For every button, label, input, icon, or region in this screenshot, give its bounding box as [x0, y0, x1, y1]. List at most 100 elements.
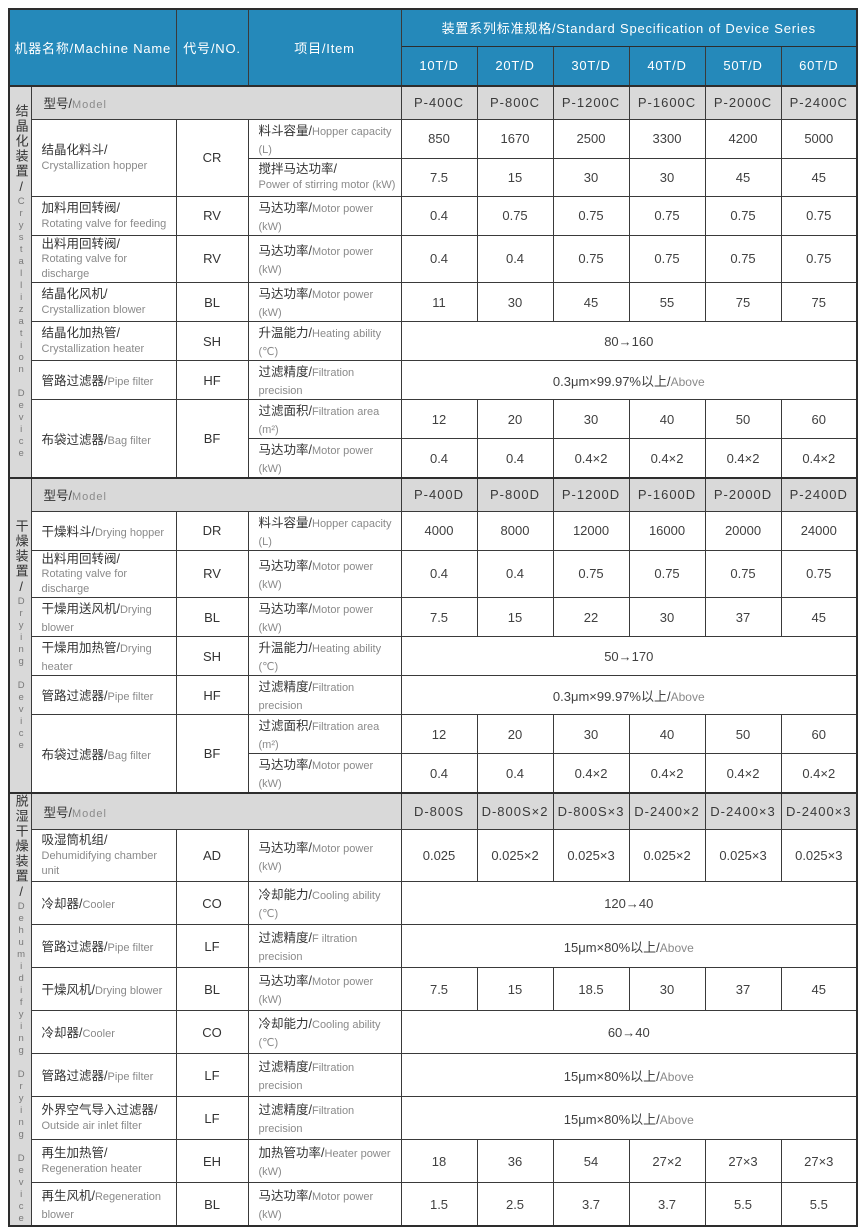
header-machine-name: 机器名称/Machine Name: [8, 8, 177, 87]
item-label-en: Motor power (kW): [258, 560, 374, 591]
value-cell: 7.5: [400, 157, 478, 197]
model-label-cn: 型号/: [43, 97, 72, 112]
value-cell: 0.025×2: [476, 828, 554, 883]
model-cell: D-2400×3: [780, 792, 858, 830]
value-cell: 1670: [476, 118, 554, 159]
section-label: 结晶化装置/Crystallization Device: [8, 84, 32, 479]
spec-row: 管路过滤器/Pipe filter HF 过滤精度/Filtration preci…: [9, 675, 858, 716]
value-cell: 45: [780, 967, 858, 1012]
item-label-cn: 马达功率/: [258, 200, 312, 215]
item-label-en: Filtration precision: [258, 1062, 355, 1093]
value-cell: 27×3: [780, 1139, 858, 1184]
value-cell: 30: [552, 399, 630, 440]
section-label-cn: 结晶化装置/: [13, 104, 29, 197]
item-label-en: Motor power (kW): [258, 842, 374, 873]
spec-row: 结晶化风机/Crystallization blower BL 马达功率/Motor…: [9, 282, 858, 323]
value-cell: 20: [476, 714, 554, 755]
value-cell: 3.7: [628, 1182, 706, 1227]
value-cell: 0.4: [400, 234, 478, 284]
spec-row: 搅拌马达功率/Power of stirring motor (kW) 7.5 15…: [9, 157, 858, 197]
value-cell: 0.4×2: [628, 438, 706, 479]
machine-name-cn: 管路过滤器/: [41, 1069, 108, 1084]
item-label-cn: 升温能力/: [258, 326, 312, 341]
item-label-en: Motor power (kW): [258, 604, 374, 635]
machine-name-en: Rotating valve for discharge: [41, 568, 128, 596]
value-cell: 30: [628, 967, 706, 1012]
model-row: 结晶化装置/Crystallization Device 型号/Model P-40…: [8, 84, 858, 479]
spec-row: 出料用回转阀/Rotating valve for discharge RV 马达功…: [9, 549, 858, 599]
value-cell: 0.75: [704, 234, 782, 284]
value-cell: 54: [552, 1139, 630, 1184]
item-cell: 过滤精度/Filtration precision: [247, 1096, 402, 1141]
model-row: 干燥装置/Drying Device 型号/Model P-400D P-800D P-…: [8, 477, 858, 794]
value-cell: 7.5: [400, 967, 478, 1012]
item-label-cn: 过滤精度/: [258, 931, 312, 946]
spec-row: 加料用回转阀/Rotating valve for feeding RV 马达功率/…: [9, 195, 858, 236]
value-cell: 0.025×3: [704, 828, 782, 883]
item-label-cn: 过滤精度/: [258, 365, 312, 380]
spec-row: 干燥用加热管/Drying heater SH 升温能力/Heating abili…: [9, 636, 858, 677]
section-label-en: Crystallization Device: [15, 196, 27, 461]
machine-name-en: Pipe filter: [107, 376, 154, 389]
value-cell: 0.75: [704, 549, 782, 599]
machine-name-cell: 管路过滤器/Pipe filter: [30, 924, 177, 969]
spec-row: 马达功率/Motor power (kW) 0.4 0.4 0.4×2 0.4×2 0.4…: [9, 438, 858, 479]
value-cell: 0.75: [780, 195, 858, 236]
item-cell: 冷却能力/Cooling ability (℃): [247, 881, 402, 926]
span-value-en: Above: [670, 374, 705, 389]
value-cell: 50: [704, 714, 782, 755]
item-label-cn: 马达功率/: [258, 287, 312, 302]
value-cell: 0.4×2: [628, 753, 706, 794]
machine-name-cn: 出料用回转阀/: [41, 236, 120, 251]
value-cell: 0.75: [780, 234, 858, 284]
spec-table: 机器名称/Machine Name 代号/NO. 项目/Item 装置系列标准规…: [8, 8, 859, 1227]
machine-name-en: Cooler: [82, 1028, 115, 1041]
machine-name-cn: 外界空气导入过滤器/: [41, 1103, 158, 1118]
value-cell: 36: [476, 1139, 554, 1184]
value-cell: 30: [552, 714, 630, 755]
code-cell: LF: [175, 1053, 249, 1098]
model-cell: P-1600C: [628, 85, 706, 120]
item-label-cn: 加热管功率/: [258, 1146, 325, 1161]
machine-name-cell: 吸湿筒机组/Dehumidifying chamber unit: [30, 828, 177, 883]
code-cell: CR: [175, 118, 249, 197]
machine-name-en: Crystallization heater: [41, 343, 145, 356]
model-cell: D-2400×3: [704, 792, 782, 830]
span-value-cell: 15μm×80%以上/Above: [400, 1096, 858, 1141]
item-cell: 过滤精度/F iltration precision: [247, 924, 402, 969]
machine-name-cn: 干燥用送风机/: [41, 602, 120, 617]
item-cell: 马达功率/Motor power (kW): [247, 597, 402, 638]
value-cell: 30: [628, 597, 706, 638]
spec-row: 管路过滤器/Pipe filter HF 过滤精度/Filtration preci…: [9, 360, 858, 401]
machine-name-cn: 加料用回转阀/: [41, 200, 120, 215]
item-label-cn: 马达功率/: [258, 840, 312, 855]
item-cell: 马达功率/Motor power (kW): [247, 967, 402, 1012]
value-cell: 60: [780, 714, 858, 755]
value-cell: 1.5: [400, 1182, 478, 1227]
value-cell: 20: [476, 399, 554, 440]
item-label-cn: 马达功率/: [258, 758, 312, 773]
machine-name-en: Pipe filter: [107, 691, 154, 704]
span-value-cell: 0.3μm×99.97%以上/Above: [400, 360, 858, 401]
item-label-en: Filtration area (m²): [258, 406, 380, 437]
section-label-en: Drying Device: [15, 596, 27, 753]
machine-name-cell: 冷却器/Cooler: [30, 1010, 177, 1055]
value-cell: 4000: [400, 510, 478, 551]
machine-name-cell: 结晶化料斗/Crystallization hopper: [30, 118, 177, 197]
machine-name-en: Pipe filter: [107, 942, 154, 955]
value-cell: 0.75: [628, 234, 706, 284]
model-cell: P-2000D: [704, 477, 782, 512]
item-label-en: Filtration area (m²): [258, 721, 380, 752]
value-cell: 22: [552, 597, 630, 638]
item-cell: 马达功率/Motor power (kW): [247, 828, 402, 883]
model-cell: P-400D: [400, 477, 478, 512]
model-cell: D-800S: [400, 792, 478, 830]
value-cell: 0.025×3: [780, 828, 858, 883]
model-cell: D-2400×2: [628, 792, 706, 830]
code-cell: BL: [175, 967, 249, 1012]
model-cell: P-2400D: [780, 477, 858, 512]
span-value-en: Above: [670, 689, 705, 704]
code-cell: SH: [175, 321, 249, 362]
value-cell: 60: [780, 399, 858, 440]
item-label-cn: 马达功率/: [258, 974, 312, 989]
